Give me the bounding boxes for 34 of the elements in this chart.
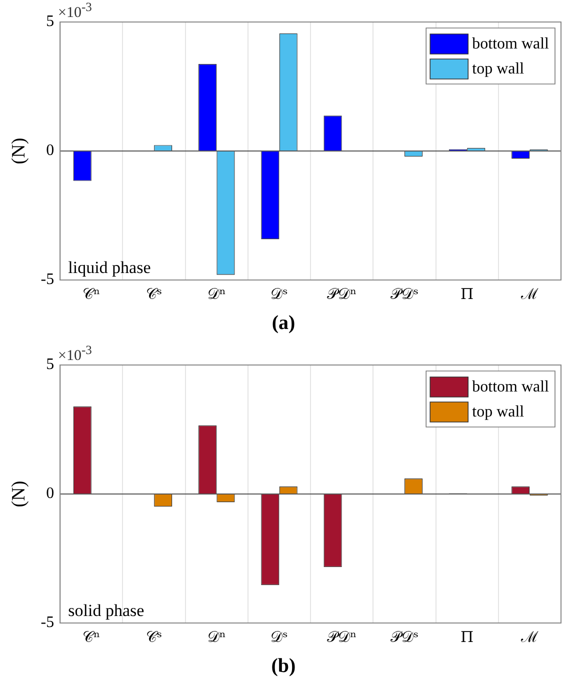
y-tick-label: 5: [46, 356, 54, 374]
y-tick-label: -5: [40, 271, 54, 288]
x-tick-label: 𝒫𝒟ⁿ: [327, 284, 357, 303]
y-tick-label: 0: [46, 142, 54, 160]
text: ×10$^{-3}$: [58, 343, 92, 365]
x-tick-label: 𝒟ˢ: [270, 628, 288, 646]
x-tick-label: 𝒞ⁿ: [82, 284, 100, 303]
x-tick-label: 𝒫𝒟ˢ: [390, 628, 419, 646]
x-tick-label: 𝒫𝒟ⁿ: [327, 628, 357, 646]
x-tick-label: 𝒟ˢ: [270, 284, 288, 303]
x-tick-label: ℳ: [520, 284, 540, 303]
y-tick-label: 0: [46, 485, 54, 502]
x-tick-label: 𝒫𝒟ˢ: [390, 284, 419, 303]
x-tick-label: ℳ: [520, 628, 540, 646]
annotation: liquid phase: [68, 258, 151, 277]
legend-label: bottom wall: [472, 36, 550, 53]
y-axis-title: (N): [8, 138, 30, 164]
x-tick-label: Π: [460, 284, 474, 303]
x-tick-label: 𝒞ˢ: [146, 628, 162, 646]
x-tick-label: 𝒞ⁿ: [82, 628, 100, 646]
legend-label: bottom wall: [472, 378, 550, 396]
y-tick-label: -5: [40, 614, 54, 632]
x-tick-label: Π: [460, 628, 474, 646]
x-tick-label: 𝒟ⁿ: [207, 284, 226, 303]
legend-label: top wall: [472, 404, 525, 421]
text: (b): [270, 655, 297, 678]
x-tick-label: 𝒟ⁿ: [207, 628, 226, 646]
x-tick-label: 𝒞ˢ: [146, 284, 162, 303]
text: ×10$^{-3}$: [58, 0, 92, 22]
text: (a): [270, 312, 296, 335]
y-tick-label: 5: [46, 13, 54, 30]
legend-label: top wall: [472, 60, 525, 78]
annotation: solid phase: [68, 600, 144, 620]
y-axis-title: (N): [8, 480, 30, 508]
